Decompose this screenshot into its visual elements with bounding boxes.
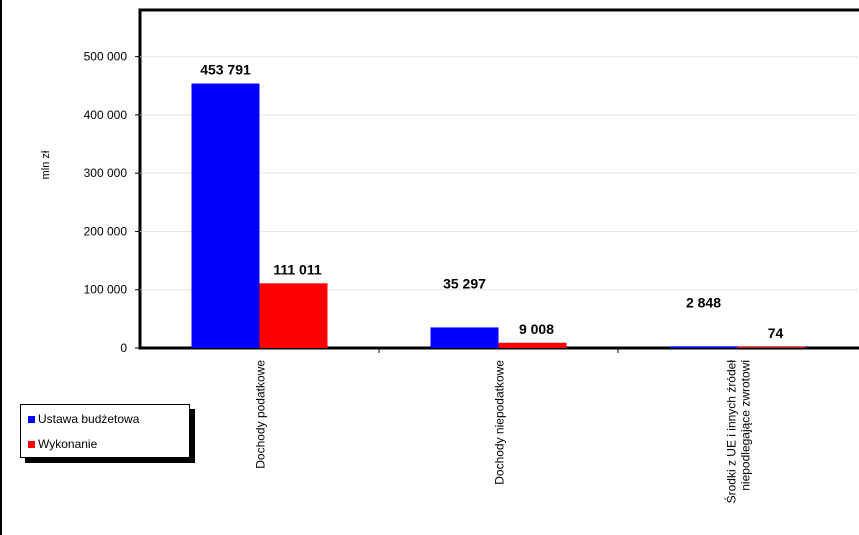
bar-wykonanie	[738, 347, 806, 348]
y-tick-label: 500 000	[84, 50, 128, 64]
y-tick-label: 400 000	[84, 108, 128, 122]
bar-ustawa	[431, 327, 499, 348]
y-axis-label: mln zł	[40, 150, 52, 179]
y-tick-label: 200 000	[84, 224, 128, 238]
category-label: Dochody niepodatkowe	[493, 360, 507, 485]
y-tick-label: 300 000	[84, 166, 128, 180]
data-label: 111 011	[273, 261, 322, 277]
legend-swatch-wykonanie	[28, 441, 35, 448]
bar-wykonanie	[499, 343, 567, 348]
legend-label-ustawa: Ustawa budżetowa	[38, 412, 139, 426]
legend: Ustawa budżetowa Wykonanie	[20, 404, 190, 458]
category-label: Dochody podatkowe	[254, 360, 268, 469]
legend-item-ustawa: Ustawa budżetowa	[28, 412, 139, 426]
data-label: 453 791	[200, 62, 251, 78]
y-tick-label: 0	[120, 341, 127, 355]
y-tick-label: 100 000	[84, 283, 128, 297]
legend-item-wykonanie: Wykonanie	[28, 437, 97, 451]
data-label: 74	[768, 325, 784, 341]
data-label: 9 008	[519, 321, 554, 337]
legend-swatch-ustawa	[28, 416, 35, 423]
bar-ustawa	[192, 84, 260, 348]
legend-label-wykonanie: Wykonanie	[38, 437, 97, 451]
data-label: 2 848	[686, 294, 721, 310]
data-label: 35 297	[443, 275, 486, 291]
category-label: Środki z UE i innych źródełniepodlegając…	[724, 360, 753, 504]
bar-wykonanie	[260, 283, 328, 348]
bar-ustawa	[670, 346, 738, 348]
